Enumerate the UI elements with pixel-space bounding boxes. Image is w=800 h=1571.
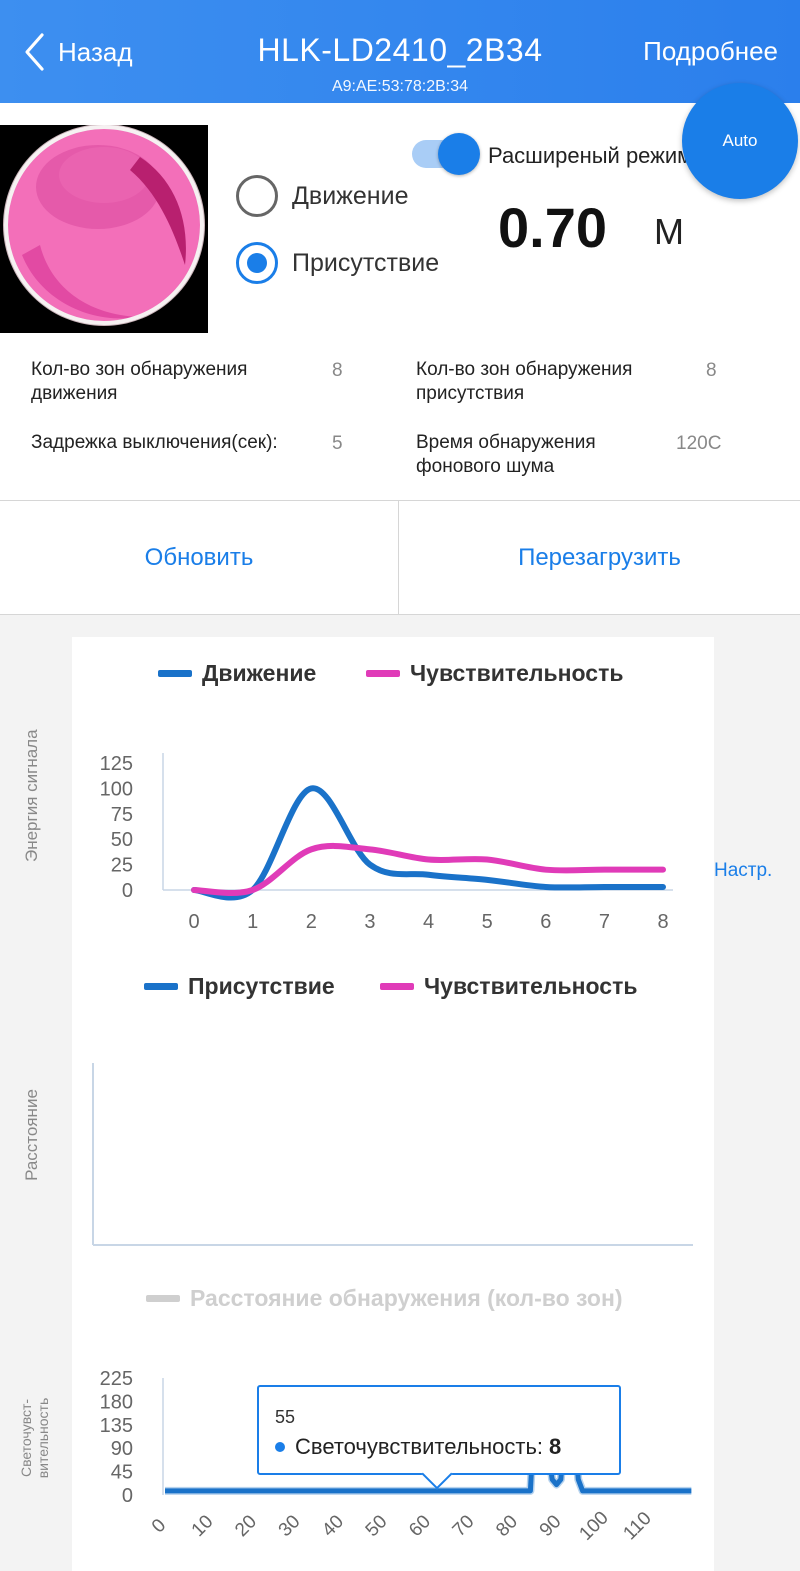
chart3-y-axis-label: Светочувст-вительность [18,1397,51,1479]
tooltip-dot [275,1442,285,1452]
extended-mode-label: Расширеный режим [488,143,693,168]
device-photo [0,125,208,333]
legend-swatch [158,670,192,677]
refresh-button[interactable]: Обновить [144,543,254,571]
chevron-left-icon [25,33,44,71]
actions-divider [398,501,399,614]
tooltip-row: Светочувствительность: 8 [275,1434,561,1460]
chart-tooltip: 55 Светочувствительность: 8 [257,1385,621,1490]
off-delay-label: Задрежка выключения(сек): [31,432,278,453]
chart2-legend-sensitivity[interactable]: Чувствительность [380,973,638,1000]
legend-swatch [380,983,414,990]
tooltip-value: 8 [549,1434,562,1459]
presence-zones-value: 8 [706,360,717,381]
distance-value: 0.70 [498,196,607,259]
actions-bar: Обновить Перезагрузить [0,500,800,615]
mode-presence-radio[interactable] [236,242,278,284]
legend-swatch [366,670,400,677]
extended-mode-toggle[interactable] [412,133,482,175]
chart3-legend-distance[interactable]: Расстояние обнаружения (кол-во зон) [146,1285,623,1312]
chart1-legend-sensitivity[interactable]: Чувствительность [366,660,624,687]
back-label: Назад [58,36,133,67]
reboot-button[interactable]: Перезагрузить [518,543,681,571]
mode-presence-option[interactable]: Присутствие [236,242,439,284]
chart2-legend-presence[interactable]: Присутствие [144,973,335,1000]
legend-label: Чувствительность [410,660,624,686]
legend-label: Расстояние обнаружения (кол-во зон) [190,1285,623,1311]
off-delay-value: 5 [332,433,343,454]
tooltip-header: 55 [275,1407,296,1427]
chart2-y-axis-label: Расстояние [22,1089,41,1181]
device-title: HLK-LD2410_2B34 [257,32,543,68]
noise-time-value: 120С [676,433,722,454]
legend-label: Присутствие [188,973,335,999]
app-header: Назад HLK-LD2410_2B34 A9:AE:53:78:2B:34 … [0,0,800,103]
device-mac: A9:AE:53:78:2B:34 [331,78,469,95]
noise-time-label: Время обнаружения фонового шума [416,432,596,477]
mode-presence-label: Присутствие [292,248,440,277]
tooltip-series: Светочувствительность: [295,1434,544,1459]
legend-label: Движение [202,660,317,686]
distance-unit: М [654,211,684,252]
legend-label: Чувствительность [424,973,638,999]
details-button[interactable]: Подробнее [643,36,778,66]
motion-zones-label: Кол-во зон обнаружения движения [31,359,248,404]
chart1-y-axis-label: Энергия сигнала [22,729,41,862]
status-panel: Движение Присутствие Расширеный режим 0.… [0,83,800,500]
mode-motion-option[interactable]: Движение [236,175,408,217]
back-button[interactable]: Назад [22,30,133,74]
presence-zones-label: Кол-во зон обнаружения присутствия [416,359,633,404]
chart1-legend-motion[interactable]: Движение [158,660,316,687]
mode-motion-radio[interactable] [236,175,278,217]
toggle-knob [438,133,480,175]
legend-swatch [144,983,178,990]
legend-swatch [146,1295,180,1302]
mode-motion-label: Движение [292,181,409,210]
auto-button[interactable]: Auto [682,83,798,199]
motion-zones-value: 8 [332,360,343,381]
settings-link[interactable]: Настр. [714,860,773,881]
